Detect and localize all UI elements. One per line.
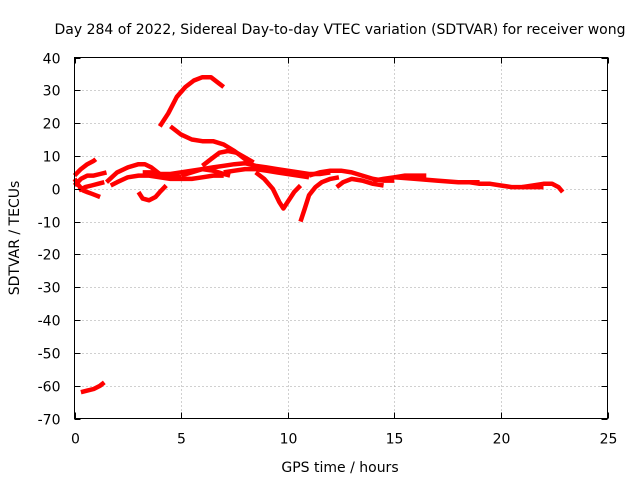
y-tick-label: -50 [38, 347, 61, 363]
y-tick-label: -70 [38, 413, 61, 429]
y-tick-label: -10 [38, 216, 61, 232]
y-tick-label: -60 [38, 380, 61, 396]
series-track-08 [136, 183, 168, 203]
x-axis-label: GPS time / hours [281, 460, 398, 476]
x-tick-label: 10 [280, 432, 298, 448]
series-track-01 [72, 157, 98, 178]
x-tick-label: 25 [600, 432, 618, 448]
series-track-04 [77, 180, 105, 193]
plot-series [72, 74, 565, 395]
y-tick-label: 30 [43, 84, 61, 100]
y-tick-label: -40 [38, 314, 61, 330]
y-tick-label: 40 [43, 52, 61, 68]
x-tick-label: 20 [493, 432, 511, 448]
series-track-18 [335, 176, 384, 189]
series-track-07 [109, 173, 224, 188]
series-track-14 [223, 166, 310, 180]
axis-ticks: 0 5 10 15 20 25 40 30 20 10 0 -10 -20 -30 -40 -50 -60 -70 [38, 52, 618, 448]
x-tick-label: 0 [71, 432, 80, 448]
y-tick-label: 0 [52, 183, 61, 199]
y-tick-label: 20 [43, 117, 61, 133]
plot-frame [74, 57, 608, 419]
y-axis-label: SDTVAR / TECUs [7, 181, 23, 296]
series-track-22 [521, 181, 565, 194]
series-track-05 [80, 380, 106, 395]
y-tick-label: 10 [43, 150, 61, 166]
grid-lines [74, 57, 608, 419]
chart-title: Day 284 of 2022, Sidereal Day-to-day VTE… [55, 22, 626, 38]
series-track-10 [157, 74, 226, 128]
series-track-02 [72, 170, 108, 188]
x-tick-label: 15 [386, 432, 404, 448]
series-track-12 [201, 148, 255, 168]
series-track-03 [72, 177, 101, 200]
series-track-15 [254, 170, 303, 211]
series-track-09 [142, 166, 231, 178]
series-track-16 [298, 175, 340, 223]
y-tick-label: -20 [38, 248, 61, 264]
x-tick-label: 5 [177, 432, 186, 448]
series-track-13 [180, 160, 331, 178]
y-tick-label: -30 [38, 281, 61, 297]
